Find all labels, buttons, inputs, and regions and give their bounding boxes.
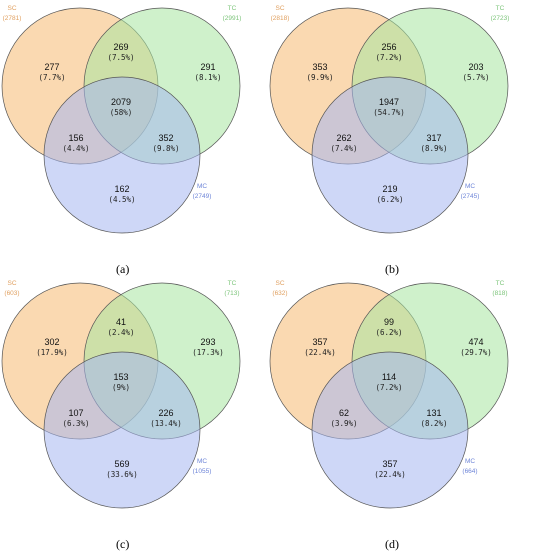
tc-set-name: TC bbox=[228, 280, 237, 287]
region-count-mc-only: 569 bbox=[114, 459, 129, 469]
region-percent-sc-tc: (6.2%) bbox=[375, 328, 402, 337]
mc-set-name: MC bbox=[465, 183, 475, 190]
region-count-sc-mc: 156 bbox=[68, 133, 83, 143]
mc-set-circle bbox=[43, 76, 201, 234]
region-percent-sc-only: (7.7%) bbox=[38, 73, 65, 82]
tc-set-total: (818) bbox=[492, 290, 507, 297]
sc-set-name: SC bbox=[275, 5, 284, 12]
region-count-all: 2079 bbox=[111, 97, 131, 107]
region-count-tc-only: 203 bbox=[468, 62, 483, 72]
region-percent-all: (7.2%) bbox=[375, 383, 402, 392]
mc-set-total: (1055) bbox=[193, 468, 212, 475]
sc-set-name: SC bbox=[7, 280, 16, 287]
sc-set-total: (2781) bbox=[3, 15, 22, 22]
region-count-sc-only: 357 bbox=[312, 337, 327, 347]
venn-diagram: SC (2818) TC (2723) MC (2745) 353(9.9%) 256(7.2… bbox=[269, 5, 510, 234]
venn-diagram: SC (2781) TC (2991) MC (2749) 277(7.7%) 269(7.5… bbox=[1, 5, 242, 234]
region-percent-sc-only: (9.9%) bbox=[306, 73, 333, 82]
panel-label: (a) bbox=[116, 262, 130, 276]
region-count-sc-tc: 269 bbox=[113, 42, 128, 52]
region-count-sc-tc: 99 bbox=[384, 317, 394, 327]
region-count-mc-only: 357 bbox=[382, 459, 397, 469]
region-count-all: 114 bbox=[382, 372, 396, 382]
sc-set-total: (632) bbox=[272, 290, 287, 297]
panel-label: (c) bbox=[116, 537, 130, 551]
region-percent-sc-only: (17.9%) bbox=[36, 348, 68, 357]
venn-diagram: SC (603) TC (713) MC (1055) 302(17.9%) 41(2.4%)… bbox=[1, 280, 241, 509]
region-count-sc-mc: 262 bbox=[336, 133, 351, 143]
venn-panel-1: SC (2781) TC (2991) MC (2749) 277 (7.7%) 269 (7.5… bbox=[0, 0, 268, 240]
tc-set-total: (2991) bbox=[223, 15, 242, 22]
mc-set-total: (2749) bbox=[193, 193, 212, 200]
venn-panel-3: SC (603) TC (713) MC (1055) 302 (17.9%) 41 (2.4%)… bbox=[0, 275, 268, 515]
region-percent-sc-tc: (7.5%) bbox=[107, 53, 134, 62]
region-percent-sc-mc: (6.3%) bbox=[62, 419, 89, 428]
region-percent-tc-only: (29.7%) bbox=[460, 348, 492, 357]
tc-set-name: TC bbox=[496, 280, 505, 287]
region-percent-sc-mc: (4.4%) bbox=[62, 144, 89, 153]
tc-set-total: (713) bbox=[224, 290, 239, 297]
region-count-sc-mc: 62 bbox=[339, 408, 349, 418]
region-count-sc-tc: 256 bbox=[381, 42, 396, 52]
sc-set-total: (2818) bbox=[271, 15, 290, 22]
mc-set-total: (664) bbox=[462, 468, 477, 475]
panel-label: (d) bbox=[385, 537, 399, 551]
region-percent-mc-only: (6.2%) bbox=[376, 195, 403, 204]
region-percent-tc-only: (5.7%) bbox=[462, 73, 489, 82]
region-count-tc-mc: 131 bbox=[426, 408, 441, 418]
region-count-tc-mc: 317 bbox=[426, 133, 441, 143]
region-count-sc-tc: 41 bbox=[116, 317, 126, 327]
venn-panel-4: SC (632) TC (818) MC (664) 357 (22.4%) 99 (6.2%) 4… bbox=[268, 275, 536, 515]
region-count-sc-only: 302 bbox=[44, 337, 59, 347]
region-count-sc-only: 353 bbox=[312, 62, 327, 72]
region-percent-sc-mc: (7.4%) bbox=[330, 144, 357, 153]
venn-panel-2: SC (2818) TC (2723) MC (2745) 353 (9.9%) 256 (7.2… bbox=[268, 0, 536, 240]
region-percent-tc-mc: (8.2%) bbox=[420, 419, 447, 428]
region-percent-sc-only: (22.4%) bbox=[304, 348, 336, 357]
region-percent-sc-tc: (7.2%) bbox=[375, 53, 402, 62]
region-count-sc-only: 277 bbox=[44, 62, 59, 72]
mc-set-total: (2745) bbox=[461, 193, 480, 200]
region-percent-mc-only: (33.6%) bbox=[106, 470, 138, 479]
region-count-sc-mc: 107 bbox=[68, 408, 83, 418]
region-count-tc-only: 291 bbox=[200, 62, 215, 72]
tc-set-name: TC bbox=[496, 5, 505, 12]
region-count-tc-mc: 226 bbox=[158, 408, 173, 418]
region-count-all: 1947 bbox=[379, 97, 399, 107]
panel-label: (b) bbox=[385, 262, 399, 276]
region-percent-mc-only: (4.5%) bbox=[108, 195, 135, 204]
region-count-tc-mc: 352 bbox=[158, 133, 173, 143]
region-percent-all: (9%) bbox=[112, 383, 130, 392]
region-count-mc-only: 162 bbox=[114, 184, 129, 194]
region-percent-mc-only: (22.4%) bbox=[374, 470, 406, 479]
sc-set-total: (603) bbox=[4, 290, 19, 297]
region-percent-tc-mc: (13.4%) bbox=[150, 419, 182, 428]
mc-set-name: MC bbox=[465, 458, 475, 465]
region-percent-tc-only: (8.1%) bbox=[194, 73, 221, 82]
region-percent-sc-mc: (3.9%) bbox=[330, 419, 357, 428]
region-count-all: 153 bbox=[113, 372, 128, 382]
region-count-tc-only: 474 bbox=[468, 337, 483, 347]
region-percent-tc-mc: (9.8%) bbox=[152, 144, 179, 153]
region-percent-sc-tc: (2.4%) bbox=[107, 328, 134, 337]
mc-set-circle bbox=[311, 351, 469, 509]
tc-set-total: (2723) bbox=[491, 15, 510, 22]
mc-set-circle bbox=[43, 351, 201, 509]
region-percent-tc-mc: (8.9%) bbox=[420, 144, 447, 153]
mc-set-name: MC bbox=[197, 183, 207, 190]
region-count-tc-only: 293 bbox=[200, 337, 215, 347]
region-count-mc-only: 219 bbox=[382, 184, 397, 194]
venn-diagram: SC(632)TC(818)MC(664)357(22.4%)99(6.2%)4… bbox=[269, 280, 509, 509]
sc-set-name: SC bbox=[7, 5, 16, 12]
sc-set-name: SC bbox=[275, 280, 284, 287]
region-percent-tc-only: (17.3%) bbox=[192, 348, 224, 357]
mc-set-circle bbox=[311, 76, 469, 234]
mc-set-name: MC bbox=[197, 458, 207, 465]
region-percent-all: (58%) bbox=[110, 108, 133, 117]
region-percent-all: (54.7%) bbox=[373, 108, 405, 117]
tc-set-name: TC bbox=[228, 5, 237, 12]
